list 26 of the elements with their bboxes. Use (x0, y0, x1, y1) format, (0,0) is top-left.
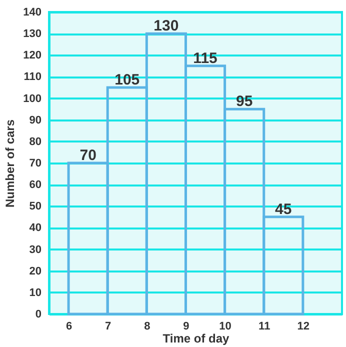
y-tick-label: 50 (29, 200, 42, 213)
x-tick-label: 7 (105, 320, 112, 332)
y-tick-label: 20 (29, 265, 42, 278)
y-tick-label: 0 (35, 308, 42, 320)
data-label: 130 (154, 18, 179, 35)
y-tick-label: 140 (23, 6, 42, 18)
y-tick-label: 90 (29, 114, 42, 126)
x-axis-title: Time of day (162, 332, 230, 346)
y-tick-label: 10 (29, 286, 42, 299)
data-label: 70 (80, 147, 96, 164)
x-tick-label: 8 (144, 320, 150, 332)
y-axis-title: Number of cars (3, 119, 18, 208)
x-tick-label: 11 (258, 320, 270, 332)
y-tick-label: 70 (29, 158, 42, 170)
x-tick-label: 9 (183, 320, 190, 332)
y-tick-label: 60 (29, 179, 42, 192)
x-tick-label: 10 (219, 320, 232, 332)
y-tick-label: 120 (23, 50, 42, 62)
x-tick-label: 12 (297, 320, 310, 332)
y-tick-label: 80 (29, 136, 42, 148)
y-tick-label: 110 (24, 71, 42, 84)
y-tick-label: 100 (23, 92, 42, 105)
y-tick-label: 30 (29, 244, 42, 256)
y-tick-label: 40 (29, 222, 42, 234)
y-tick-label: 130 (23, 28, 42, 40)
x-tick-label: 6 (66, 320, 72, 332)
